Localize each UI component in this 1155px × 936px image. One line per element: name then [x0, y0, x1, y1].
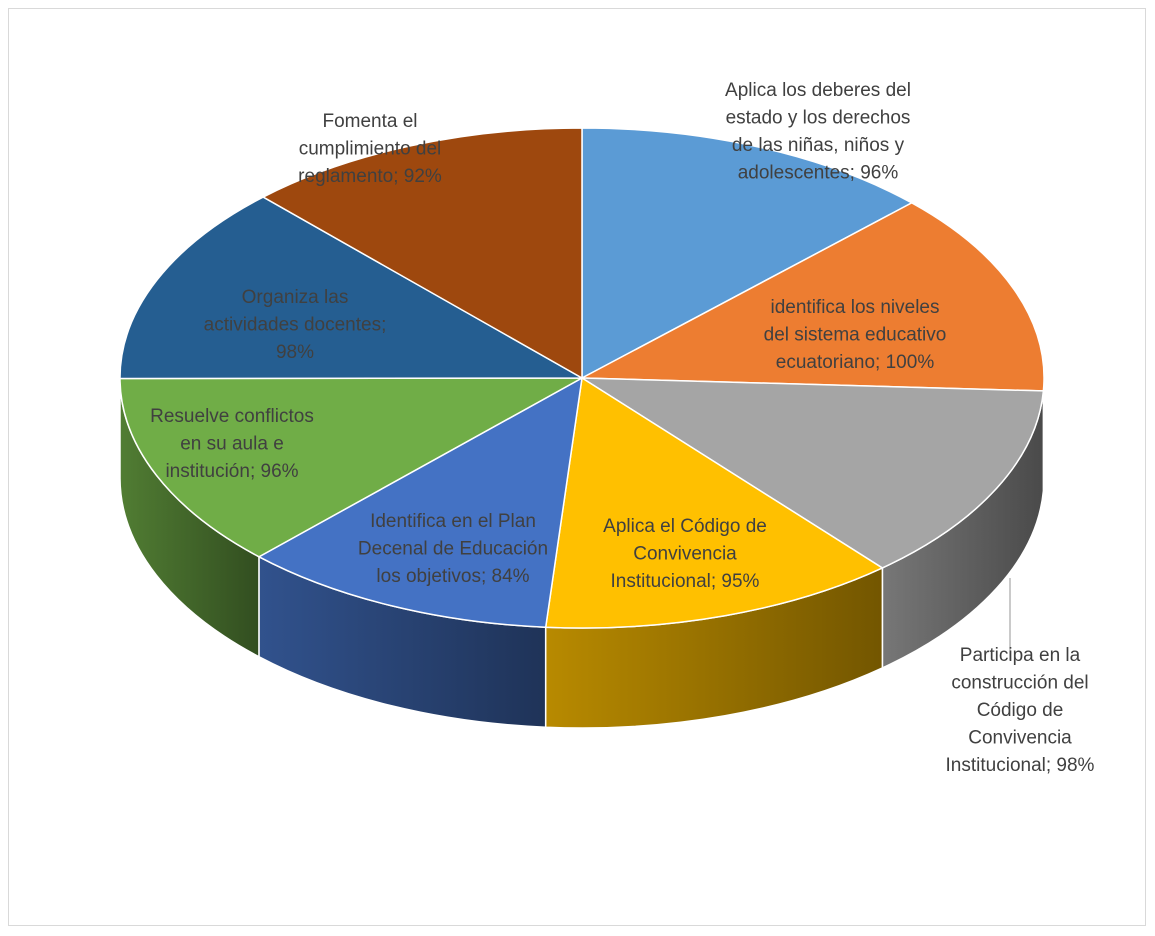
pie-side-layer	[119, 377, 1045, 729]
pie-slice	[544, 376, 884, 629]
pie-slice	[579, 202, 1045, 392]
slice-data-label: identifica los niveles del sistema educat…	[764, 297, 947, 373]
slice-data-label: Participa en la construcción del Código de…	[946, 645, 1095, 776]
pie-label-layer: Aplica los deberes del estado y los derec…	[150, 80, 1094, 776]
slice-data-label: Fomenta el cumplimiento del reglamento; 92…	[298, 111, 442, 187]
pie-slice	[261, 127, 583, 380]
slice-data-label: Organiza las actividades docentes; 98%	[204, 287, 387, 363]
pie-slice	[119, 196, 585, 380]
pie-slice	[579, 377, 1045, 569]
pie-slice	[257, 376, 583, 629]
slice-data-label: Resuelve conflictos en su aula e instituci…	[150, 406, 314, 482]
pie-slice	[119, 377, 583, 558]
pie-slice	[581, 127, 914, 380]
slice-data-label: Identifica en el Plan Decenal de Educació…	[358, 511, 548, 587]
slice-data-label: Aplica los deberes del estado y los derec…	[725, 80, 911, 184]
slice-data-label: Aplica el Código de Convivencia Institucio…	[603, 516, 767, 592]
pie-top-layer	[119, 127, 1045, 629]
